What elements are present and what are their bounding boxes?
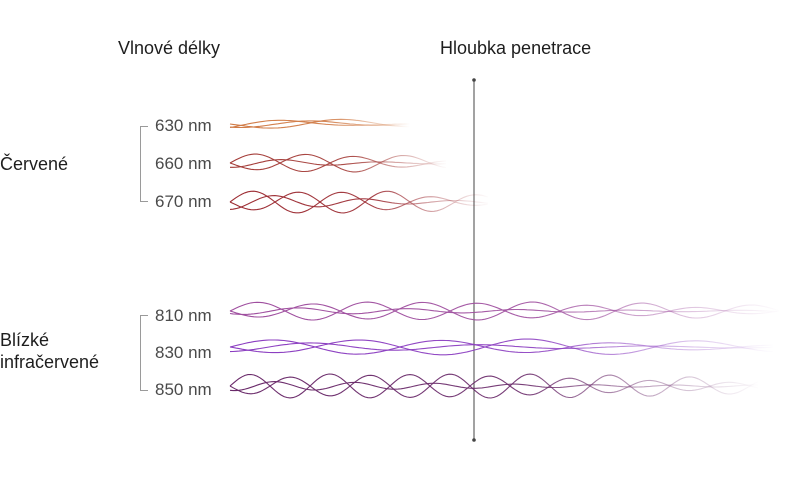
wave-w850-strand-2	[229, 373, 759, 399]
wavelength-label-850: 850 nm	[155, 380, 212, 399]
nir-bracket	[140, 315, 148, 391]
waves-layer	[229, 118, 780, 399]
wave-w830-strand-1	[229, 338, 774, 356]
wave-w660-strand-3	[230, 159, 447, 168]
wave-w660-strand-2	[229, 153, 447, 173]
wavelength-label-670: 670 nm	[155, 192, 212, 211]
nir-group-label: Blízké infračervené	[0, 329, 99, 373]
wave-w670-strand-1	[229, 190, 489, 214]
wave-w660-strand-1	[229, 153, 447, 173]
wave-w830-strand-2	[229, 339, 774, 355]
wave-w810-strand-3	[229, 307, 780, 315]
axis-bottom-dot	[472, 438, 476, 442]
wavelength-label-630: 630 nm	[155, 116, 212, 135]
wave-w630-strand-3	[229, 119, 411, 129]
penetration-depth-header: Hloubka penetrace	[440, 38, 592, 58]
nir-group-label-line2: infračervené	[0, 352, 100, 372]
nir-group-label-line1: Blízké	[0, 330, 50, 350]
wavelength-label-830: 830 nm	[155, 343, 212, 362]
red-group-label: Červené	[0, 154, 69, 174]
wave-w810-strand-2	[229, 301, 780, 321]
wavelength-label-810: 810 nm	[155, 306, 212, 325]
wavelengths-header: Vlnové délky	[118, 38, 221, 58]
wave-w670-strand-3	[229, 195, 489, 210]
wave-w630-strand-2	[229, 120, 411, 129]
axis-top-dot	[472, 78, 476, 82]
wave-w670-strand-2	[229, 190, 489, 214]
wave-w830-strand-3	[229, 342, 774, 353]
wavelength-label-660: 660 nm	[155, 154, 212, 173]
red-bracket	[140, 126, 148, 202]
wave-w850-strand-3	[229, 381, 758, 392]
